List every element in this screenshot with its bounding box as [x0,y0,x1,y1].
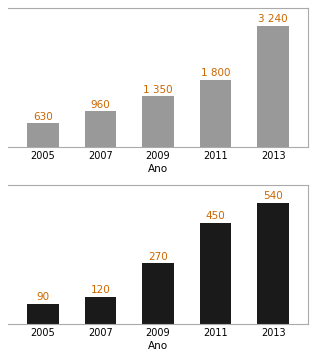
Bar [85,111,116,147]
Text: 120: 120 [91,285,110,295]
Text: 540: 540 [263,191,283,201]
Bar [200,223,231,324]
X-axis label: Ano: Ano [148,341,168,351]
Text: 1 350: 1 350 [143,85,173,95]
Bar [27,123,59,147]
Text: 3 240: 3 240 [258,14,288,24]
Bar [200,80,231,147]
Bar [257,25,289,147]
Bar [142,264,174,324]
Text: 960: 960 [91,100,110,110]
Text: 450: 450 [206,211,225,221]
Bar [85,297,116,324]
Bar [142,97,174,147]
Text: 630: 630 [33,112,53,122]
Bar [257,203,289,324]
Bar [27,304,59,324]
X-axis label: Ano: Ano [148,164,168,174]
Text: 90: 90 [36,292,49,302]
Text: 270: 270 [148,252,168,262]
Text: 1 800: 1 800 [201,68,230,78]
